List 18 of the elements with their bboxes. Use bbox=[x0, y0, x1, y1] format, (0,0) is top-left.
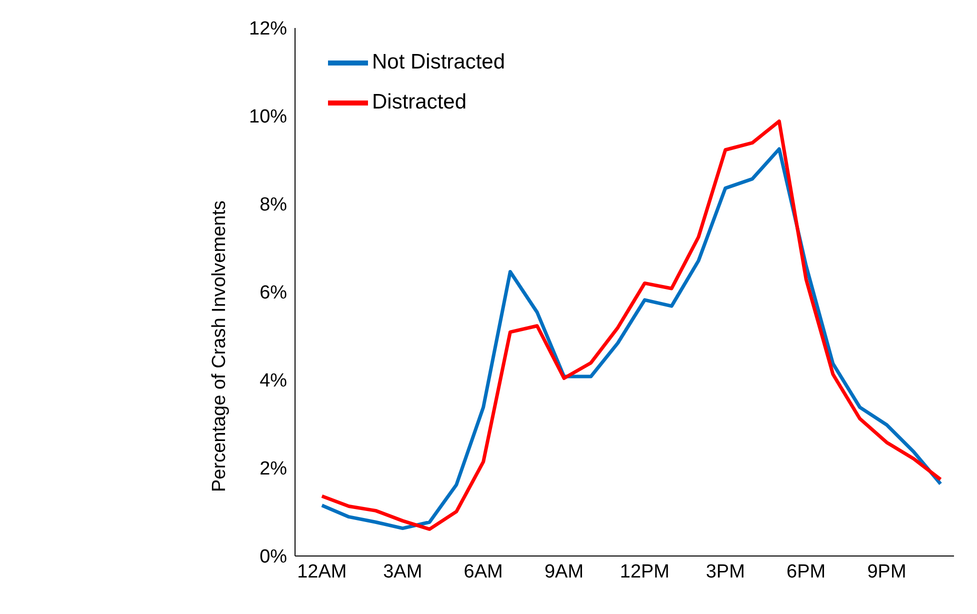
x-tick-label: 3PM bbox=[706, 561, 745, 582]
y-tick-label: 2% bbox=[260, 458, 288, 480]
y-tick-label: 4% bbox=[260, 370, 288, 392]
y-tick-label: 0% bbox=[260, 546, 288, 568]
x-tick-label: 6PM bbox=[786, 561, 826, 582]
x-tick-label: 9AM bbox=[544, 561, 584, 582]
x-tick-label: 3AM bbox=[383, 561, 422, 582]
y-tick-label: 8% bbox=[260, 194, 288, 216]
y-tick-label: 12% bbox=[249, 18, 288, 40]
y-tick-label: 10% bbox=[249, 106, 288, 128]
x-tick-label: 12PM bbox=[620, 561, 670, 582]
legend-label: Distracted bbox=[372, 90, 467, 114]
x-tick-label: 9PM bbox=[867, 561, 906, 582]
legend-label: Not Distracted bbox=[372, 50, 506, 74]
x-tick-label: 12AM bbox=[297, 561, 347, 582]
y-tick-label: 6% bbox=[260, 282, 288, 304]
x-tick-label: 6AM bbox=[464, 561, 503, 582]
y-axis-title: Percentage of Crash Involvements bbox=[208, 200, 230, 492]
